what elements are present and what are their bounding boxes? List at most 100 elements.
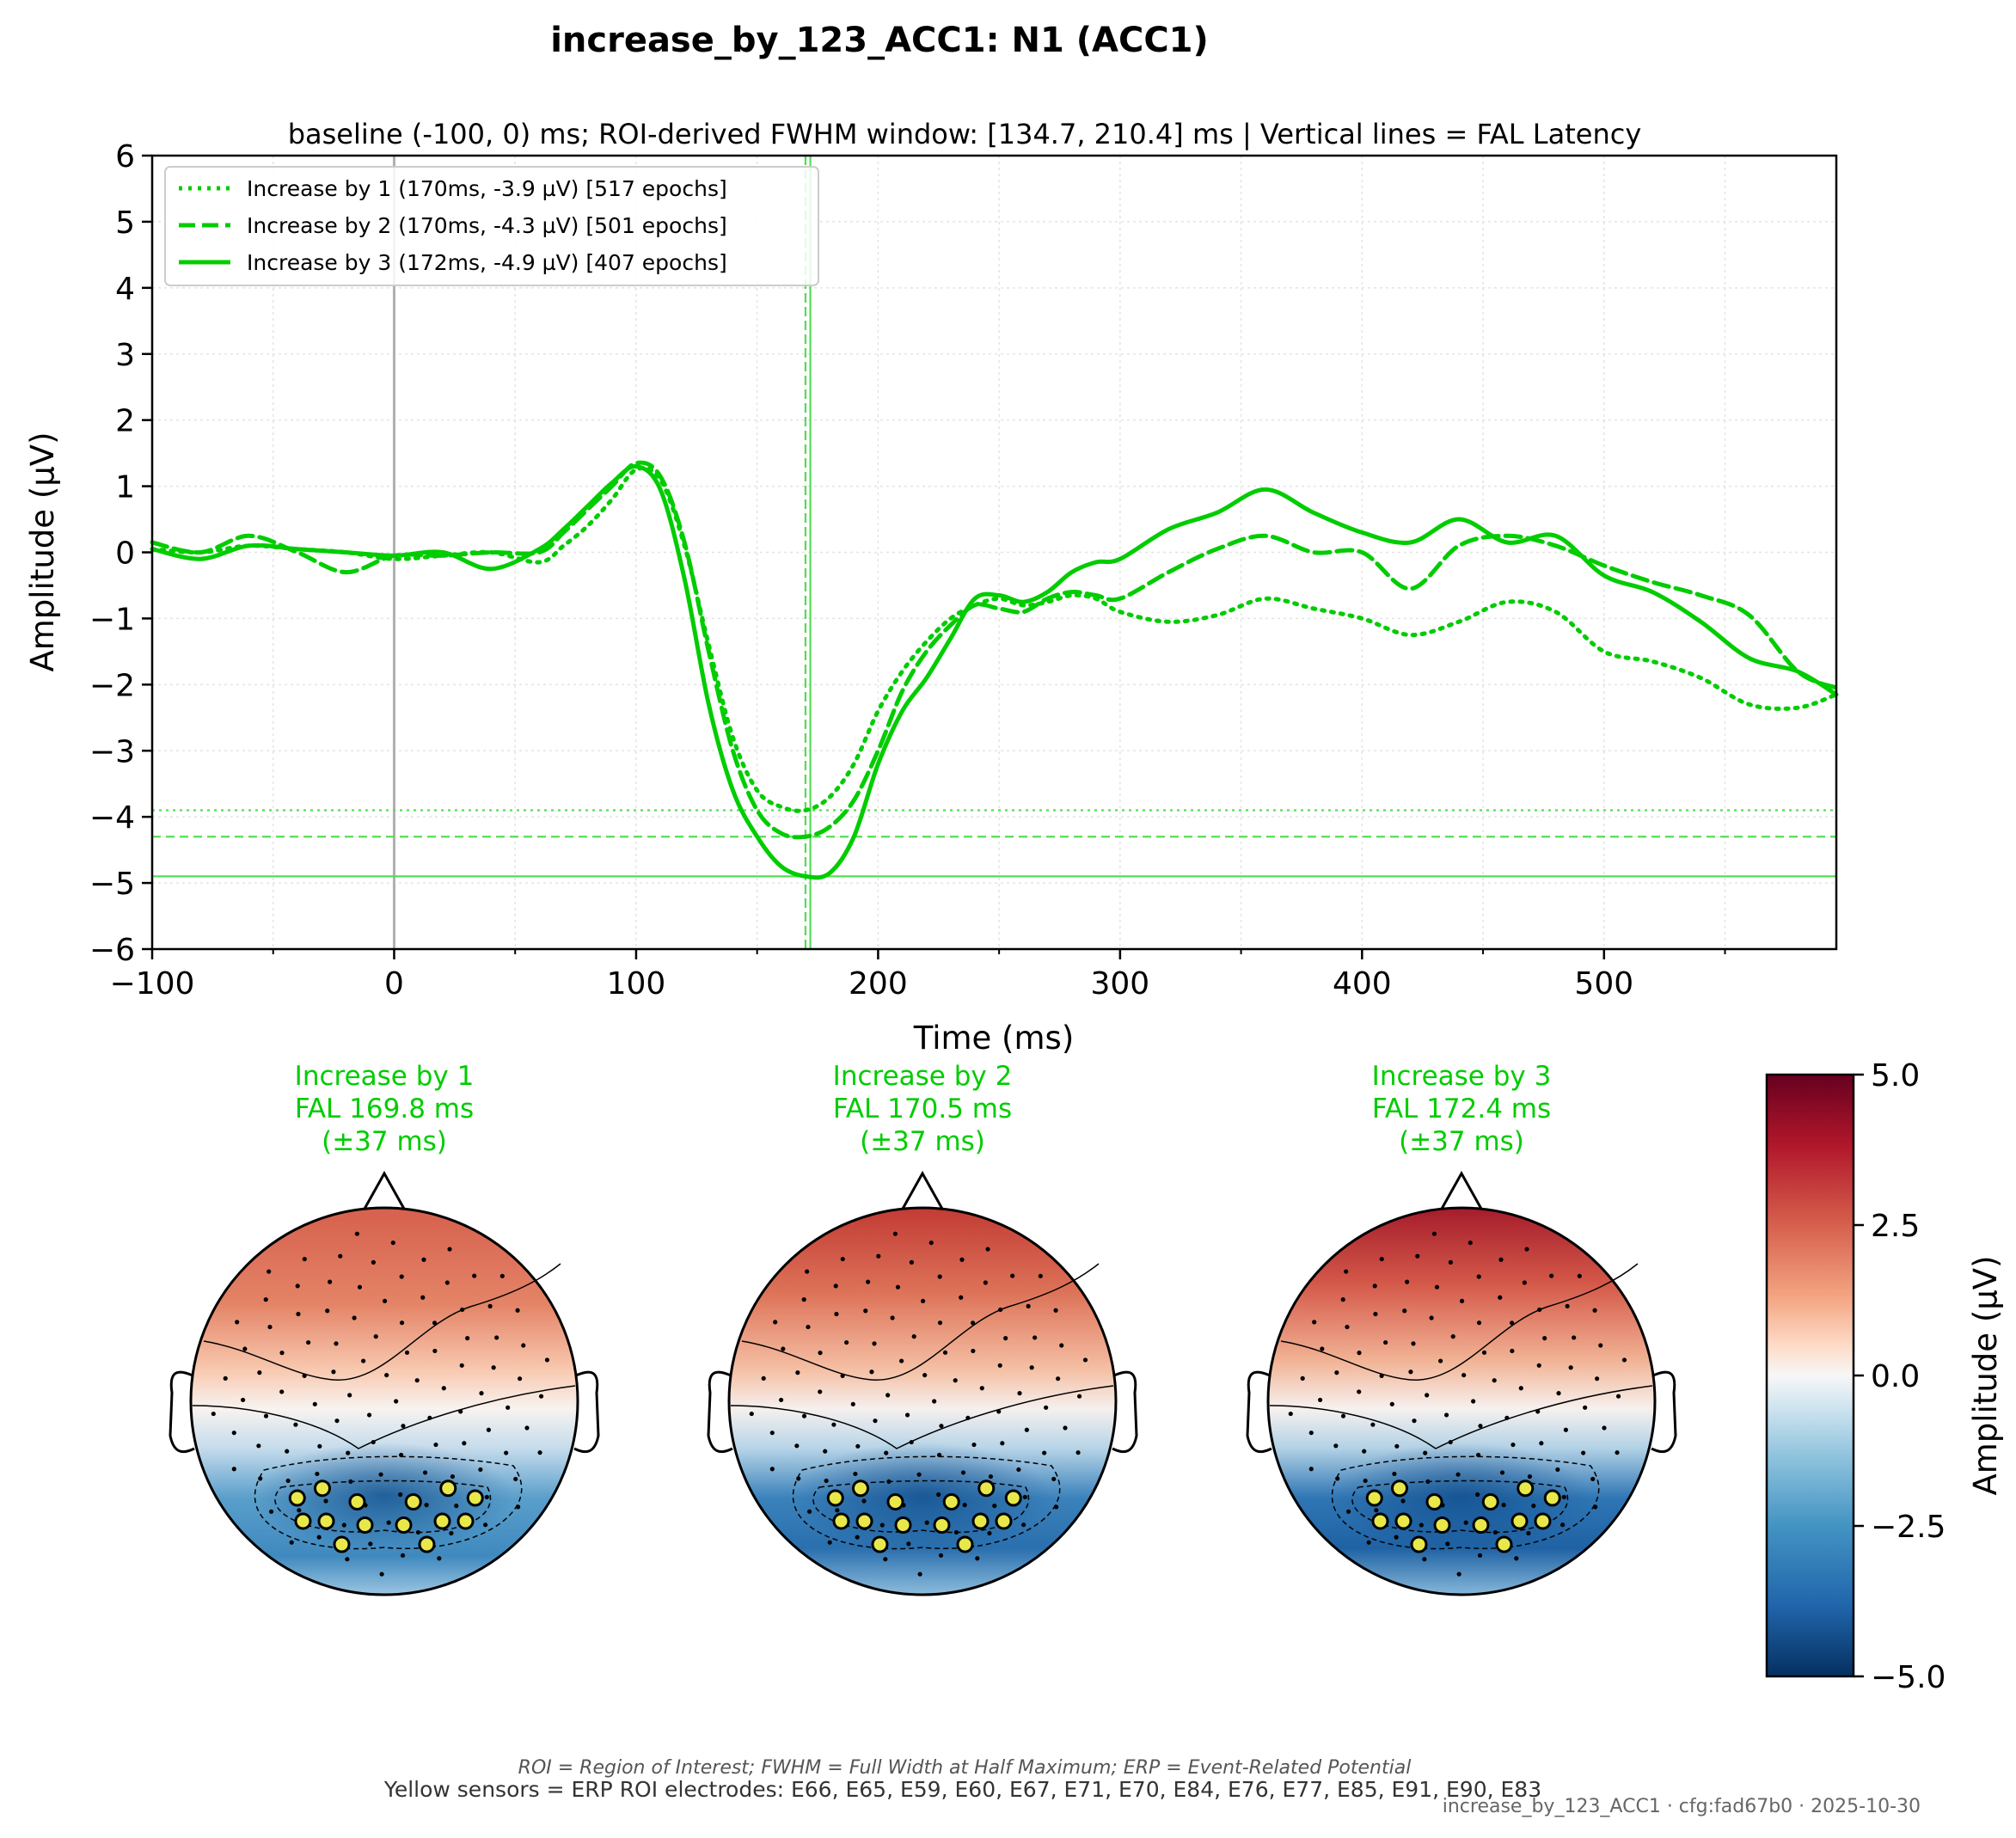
sensor-dot	[279, 1351, 285, 1356]
colorbar-tick-label: −5.0	[1871, 1660, 1946, 1695]
roi-sensor	[294, 1512, 312, 1530]
sensor-dot	[458, 1409, 463, 1414]
roi-sensor	[1481, 1493, 1499, 1510]
sensor-dot	[1425, 1393, 1430, 1398]
roi-sensor	[894, 1516, 912, 1534]
y-tick-label: −6	[89, 933, 135, 968]
sensor-dot	[1431, 1231, 1437, 1236]
sensor-dot	[1535, 1409, 1541, 1414]
sensor-dot	[544, 1357, 550, 1363]
sensor-dot	[1059, 1343, 1064, 1348]
sensor-dot	[920, 1298, 926, 1303]
head-nose	[897, 1170, 948, 1217]
roi-sensor	[439, 1480, 457, 1498]
sensor-dot	[938, 1553, 944, 1558]
topomap-title: Increase by 2	[833, 1061, 1013, 1092]
figure-stamp: increase_by_123_ACC1 · cfg:fad67b0 · 202…	[1443, 1796, 1921, 1817]
sensor-dot	[323, 1498, 328, 1504]
sensor-dot	[979, 1386, 984, 1391]
erp-x-axis-label: Time (ms)	[913, 1020, 1075, 1057]
sensor-dot	[796, 1476, 801, 1481]
y-tick-label: 0	[115, 536, 135, 572]
sensor-dot	[1389, 1401, 1394, 1406]
sensor-dot	[345, 1557, 350, 1562]
sensor-dot	[242, 1346, 248, 1351]
sensor-dot	[1333, 1443, 1339, 1449]
topomap-title: Increase by 3	[1372, 1061, 1552, 1092]
y-tick-label: 3	[115, 338, 135, 373]
sensor-dot	[437, 1556, 442, 1561]
colorbar: 5.0 2.5 0.0 −2.5 −5.0 Amplitude (µV)	[1765, 1058, 2004, 1695]
sensor-dot	[371, 1439, 376, 1445]
sensor-dot	[904, 1412, 910, 1418]
sensor-dot	[398, 1452, 404, 1458]
sensor-dot	[1615, 1450, 1620, 1455]
sensor-dot	[1555, 1467, 1560, 1473]
sensor-dot	[987, 1530, 992, 1536]
sensor-dot	[394, 1399, 399, 1404]
sensor-dot	[1563, 1427, 1568, 1432]
sensor-dot	[1056, 1376, 1061, 1382]
roi-sensor	[826, 1489, 844, 1507]
roi-sensor	[404, 1493, 422, 1510]
topomap-window: (±37 ms)	[322, 1126, 447, 1157]
sensor-dot	[1577, 1273, 1582, 1278]
sensor-dot	[1542, 1336, 1547, 1341]
roi-sensor	[1543, 1489, 1561, 1507]
sensor-dot	[357, 1284, 363, 1290]
sensor-dot	[521, 1343, 526, 1348]
sensor-dot	[352, 1315, 357, 1320]
roi-sensor	[466, 1489, 484, 1507]
contour-line-negative	[1331, 1455, 1600, 1550]
head-outline	[189, 1206, 579, 1596]
sensor-dot	[840, 1373, 845, 1378]
x-tick-label: −100	[110, 966, 195, 1002]
sensor-dot	[263, 1297, 268, 1302]
sensor-dot	[1481, 1350, 1487, 1355]
roi-sensor	[1394, 1512, 1412, 1530]
sensor-dot	[285, 1449, 290, 1454]
sensor-dot	[1345, 1509, 1351, 1514]
roi-sensor	[1433, 1516, 1451, 1534]
erp-series-line-1	[150, 465, 1839, 813]
sensor-dot	[885, 1393, 891, 1398]
sensor-dot	[499, 1273, 505, 1278]
roi-sensor	[317, 1512, 335, 1530]
roi-sensor	[1371, 1512, 1389, 1530]
sensor-dot	[1539, 1441, 1544, 1446]
sensor-dot	[1010, 1273, 1015, 1278]
sensor-dot	[749, 1411, 754, 1417]
sensor-dot	[939, 1424, 944, 1429]
topomap-window: (±37 ms)	[1399, 1126, 1524, 1157]
topomap-fal-latency: FAL 169.8 ms	[295, 1094, 474, 1124]
sensor-dot	[384, 1372, 389, 1378]
sensor-dot	[876, 1253, 881, 1259]
erp-x-ticks: −100 0 100 200 300 400 500	[110, 949, 1726, 1002]
roi-sensor	[1495, 1535, 1513, 1553]
sensor-dot	[293, 1422, 298, 1427]
sensor-dot	[432, 1348, 438, 1354]
roi-sensor	[348, 1493, 366, 1510]
x-tick-label: 200	[849, 966, 908, 1002]
sensor-dot	[1038, 1273, 1043, 1278]
topomap-window: (±37 ms)	[860, 1126, 985, 1157]
sensor-dot	[1044, 1405, 1049, 1410]
sensor-dot	[853, 1471, 858, 1477]
roi-sensor	[1391, 1480, 1408, 1498]
sensor-dot	[398, 1492, 403, 1498]
sensor-dot	[427, 1415, 432, 1420]
sensor-dot	[818, 1389, 823, 1394]
sensor-dot	[1402, 1308, 1407, 1314]
sensor-dot	[872, 1341, 877, 1346]
sensor-dot	[1429, 1315, 1434, 1320]
sensor-dot	[855, 1535, 860, 1540]
legend-entry-increase-3: Increase by 3 (172ms, -4.9 µV) [407 epoc…	[247, 250, 727, 275]
erp-legend: Increase by 1 (170ms, -3.9 µV) [517 epoc…	[164, 166, 819, 286]
sensor-dot	[317, 1443, 322, 1449]
sensor-dot	[1300, 1375, 1305, 1381]
roi-sensor	[457, 1512, 475, 1530]
sensor-dot	[1053, 1308, 1058, 1313]
sensor-dot	[971, 1348, 976, 1354]
sensor-dot	[361, 1358, 366, 1363]
sensor-dot	[312, 1401, 317, 1406]
